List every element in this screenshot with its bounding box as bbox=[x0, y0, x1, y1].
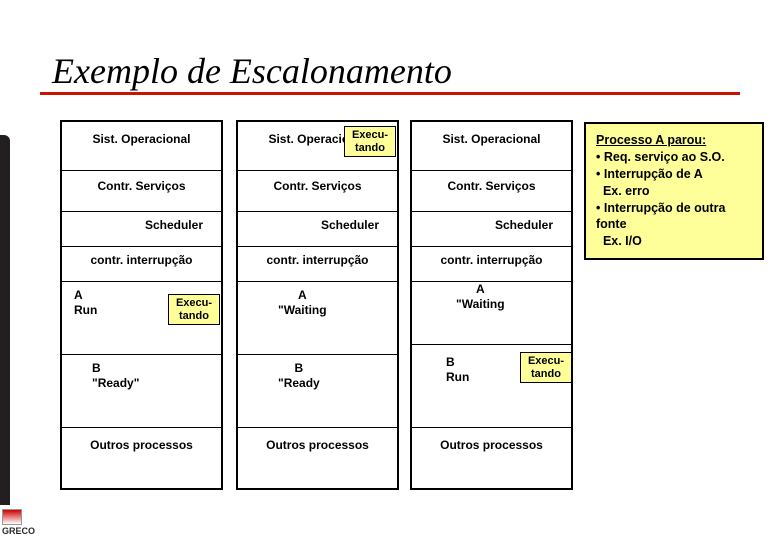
title-underline bbox=[40, 92, 740, 95]
os-column-3: Sist. Operacional Contr. Serviços Schedu… bbox=[410, 120, 573, 490]
logo-label: GRECO bbox=[2, 526, 35, 536]
greco-icon bbox=[2, 509, 22, 525]
cell-sist-operacional: Sist. Operacional bbox=[412, 122, 571, 171]
proc-b-name: B bbox=[295, 361, 304, 375]
cell-scheduler: Scheduler bbox=[62, 212, 221, 247]
sticky-executando-col1: Execu-tando bbox=[168, 294, 220, 325]
annotation-bullet: Interrupção de outra fonte Ex. I/O bbox=[596, 201, 725, 249]
slide-decoration-edge bbox=[0, 135, 10, 505]
annotation-bullet: Req. serviço ao S.O. bbox=[604, 150, 725, 164]
proc-b-state: Run bbox=[446, 370, 469, 384]
proc-b-name: B bbox=[92, 361, 101, 375]
cell-proc-a: A "Waiting bbox=[238, 282, 397, 355]
proc-a-state: "Waiting bbox=[456, 297, 505, 311]
cell-outros: Outros processos bbox=[62, 428, 221, 458]
cell-contr-servicos: Contr. Serviços bbox=[412, 171, 571, 212]
cell-sist-operacional: Sist. Operacional bbox=[62, 122, 221, 171]
slide-title: Exemplo de Escalonamento bbox=[52, 50, 452, 92]
cell-proc-a: A "Waiting bbox=[412, 282, 571, 345]
cell-contr-interrupcao: contr. interrupção bbox=[412, 247, 571, 282]
cell-contr-interrupcao: contr. interrupção bbox=[238, 247, 397, 282]
proc-a-state: "Waiting bbox=[278, 303, 327, 317]
cell-proc-b: B "Ready bbox=[238, 355, 397, 428]
proc-b-state: "Ready bbox=[278, 376, 320, 390]
proc-a-state: Run bbox=[74, 303, 97, 317]
sticky-executando-col3: Execu-tando bbox=[520, 352, 572, 383]
proc-b-name: B bbox=[446, 355, 455, 369]
cell-scheduler: Scheduler bbox=[238, 212, 397, 247]
cell-contr-interrupcao: contr. interrupção bbox=[62, 247, 221, 282]
cell-contr-servicos: Contr. Serviços bbox=[238, 171, 397, 212]
annotation-bullet: Interrupção de A Ex. erro bbox=[596, 167, 703, 198]
cell-proc-b: B "Ready" bbox=[62, 355, 221, 428]
logo-greco: GRECO bbox=[2, 509, 35, 536]
cell-scheduler: Scheduler bbox=[412, 212, 571, 247]
annotation-panel: Processo A parou: • Req. serviço ao S.O.… bbox=[584, 122, 764, 260]
proc-a-name: A bbox=[74, 288, 83, 302]
proc-a-name: A bbox=[298, 288, 307, 302]
proc-b-state: "Ready" bbox=[92, 376, 139, 390]
cell-contr-servicos: Contr. Serviços bbox=[62, 171, 221, 212]
cell-outros: Outros processos bbox=[238, 428, 397, 458]
os-column-2: Sist. Operacional Contr. Serviços Schedu… bbox=[236, 120, 399, 490]
proc-a-name: A bbox=[476, 282, 485, 296]
cell-outros: Outros processos bbox=[412, 428, 571, 458]
annotation-heading: Processo A parou: bbox=[596, 133, 706, 147]
sticky-executando-col2: Execu-tando bbox=[344, 126, 396, 157]
